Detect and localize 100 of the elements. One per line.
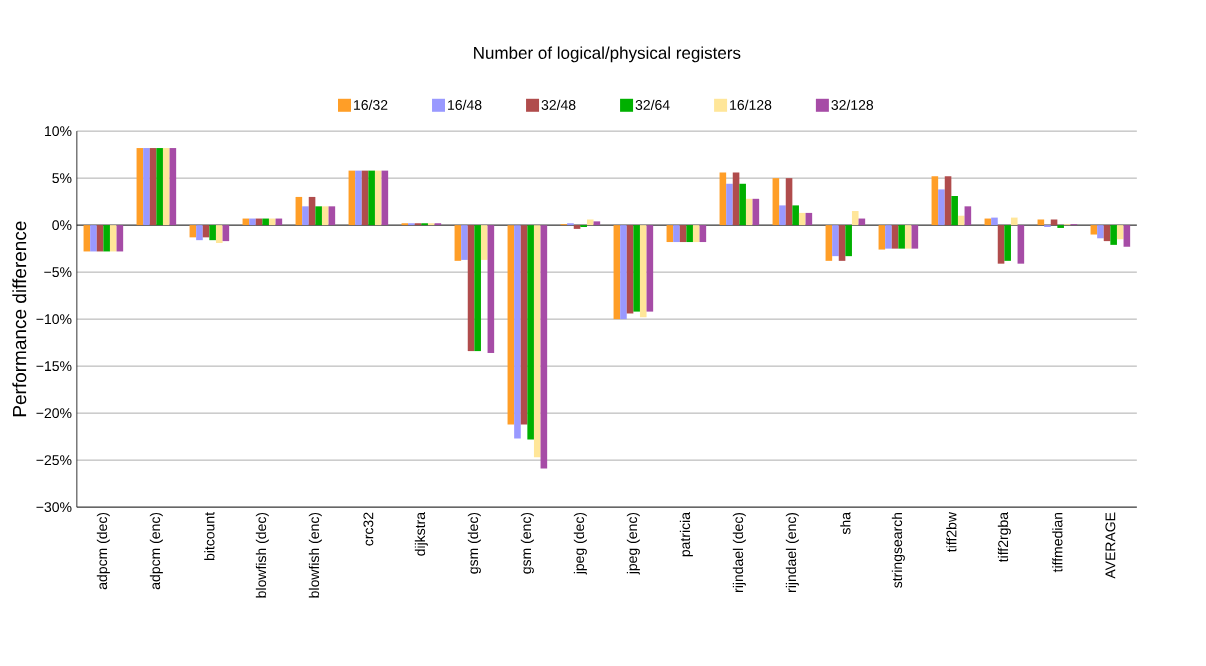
x-tick-label: jpeg (enc): [626, 512, 640, 575]
x-tick-label: tiffmedian: [1052, 512, 1063, 573]
bar: [845, 225, 852, 257]
bar: [798, 212, 806, 226]
bar: [480, 225, 488, 260]
bar: [136, 148, 144, 226]
bar: [739, 183, 746, 226]
bar: [686, 225, 693, 243]
bar: [586, 219, 594, 226]
bar: [487, 225, 495, 353]
y-axis-title: Performance difference: [12, 221, 27, 417]
bar: [116, 225, 124, 252]
bar: [891, 225, 899, 249]
x-tick-label: jpeg (dec): [573, 512, 587, 575]
bar: [1097, 225, 1104, 239]
bar: [103, 225, 110, 252]
bar: [851, 211, 859, 226]
bar: [779, 205, 786, 226]
legend-label: 16/128: [730, 99, 772, 110]
bar: [215, 225, 223, 243]
bar: [1010, 217, 1018, 226]
bar: [540, 225, 548, 469]
x-tick-label: rijndael (dec): [732, 512, 746, 592]
bar: [295, 196, 303, 226]
bar: [1116, 225, 1124, 240]
chart-title: Number of logical/physical registers: [474, 46, 741, 63]
bar: [732, 172, 740, 226]
y-tick-label: −15%: [36, 361, 72, 372]
bar: [149, 148, 157, 226]
bar: [156, 148, 163, 226]
bar: [474, 225, 481, 352]
bar: [964, 206, 972, 226]
bar: [533, 225, 541, 458]
bar: [268, 218, 276, 226]
bar: [143, 148, 150, 226]
bar: [745, 198, 753, 226]
bar: [593, 221, 601, 226]
bar: [832, 225, 839, 257]
x-tick-label: patricia: [679, 512, 693, 557]
bar: [792, 205, 799, 226]
bar: [222, 225, 230, 242]
bar: [692, 225, 700, 243]
x-tick-label: rijndael (enc): [785, 512, 799, 592]
bar: [785, 178, 793, 226]
bar: [109, 225, 117, 252]
x-tick-label: crc32: [363, 512, 374, 546]
bar: [679, 225, 687, 243]
x-tick-label: tiff2rgba: [997, 512, 1011, 563]
bar: [957, 215, 965, 226]
bar: [719, 172, 727, 226]
bar: [752, 198, 760, 226]
bar: [673, 225, 680, 243]
bar: [507, 225, 515, 425]
y-tick-label: −20%: [36, 408, 72, 419]
bar: [308, 196, 316, 226]
bar: [209, 225, 216, 241]
bar: [1123, 225, 1131, 247]
bar: [83, 225, 91, 252]
bar: [262, 218, 269, 226]
bar: [1090, 225, 1098, 235]
bar: [613, 225, 621, 320]
y-tick-label: 10%: [45, 126, 72, 137]
bar: [1057, 225, 1064, 228]
x-tick-label: blowfish (enc): [308, 512, 322, 598]
legend-label: 32/128: [831, 99, 874, 110]
bar: [825, 225, 833, 261]
x-tick-label: adpcm (enc): [149, 512, 163, 590]
bar: [620, 225, 627, 320]
y-tick-label: 5%: [52, 173, 72, 184]
bar: [1037, 219, 1045, 226]
bar: [878, 225, 886, 250]
bar: [639, 225, 647, 318]
bar: [633, 225, 640, 312]
bar: [772, 178, 780, 226]
bar: [1050, 219, 1058, 226]
x-tick-label: gsm (dec): [467, 512, 481, 574]
bar: [626, 225, 634, 314]
bar: [302, 206, 309, 226]
bar: [1103, 225, 1111, 242]
legend-label: 32/48: [541, 99, 576, 110]
bar: [368, 170, 375, 226]
x-tick-label: stringsearch: [891, 512, 905, 588]
bar: [1017, 225, 1025, 264]
y-tick-label: −30%: [36, 502, 72, 513]
bar: [573, 225, 581, 229]
bar: [249, 218, 256, 226]
x-tick-label: dijkstra: [414, 512, 428, 556]
y-tick-label: 0%: [52, 220, 72, 231]
bar: [520, 225, 528, 425]
bar: [96, 225, 104, 252]
bar: [726, 183, 733, 226]
legend-label: 16/48: [448, 99, 482, 110]
bar: [997, 225, 1005, 264]
bar: [646, 225, 654, 312]
bar: [938, 189, 945, 226]
bar: [944, 176, 952, 226]
x-tick-label: AVERAGE: [1105, 512, 1116, 579]
y-tick-label: −10%: [36, 314, 72, 325]
bar: [169, 148, 177, 226]
bar: [931, 176, 939, 226]
